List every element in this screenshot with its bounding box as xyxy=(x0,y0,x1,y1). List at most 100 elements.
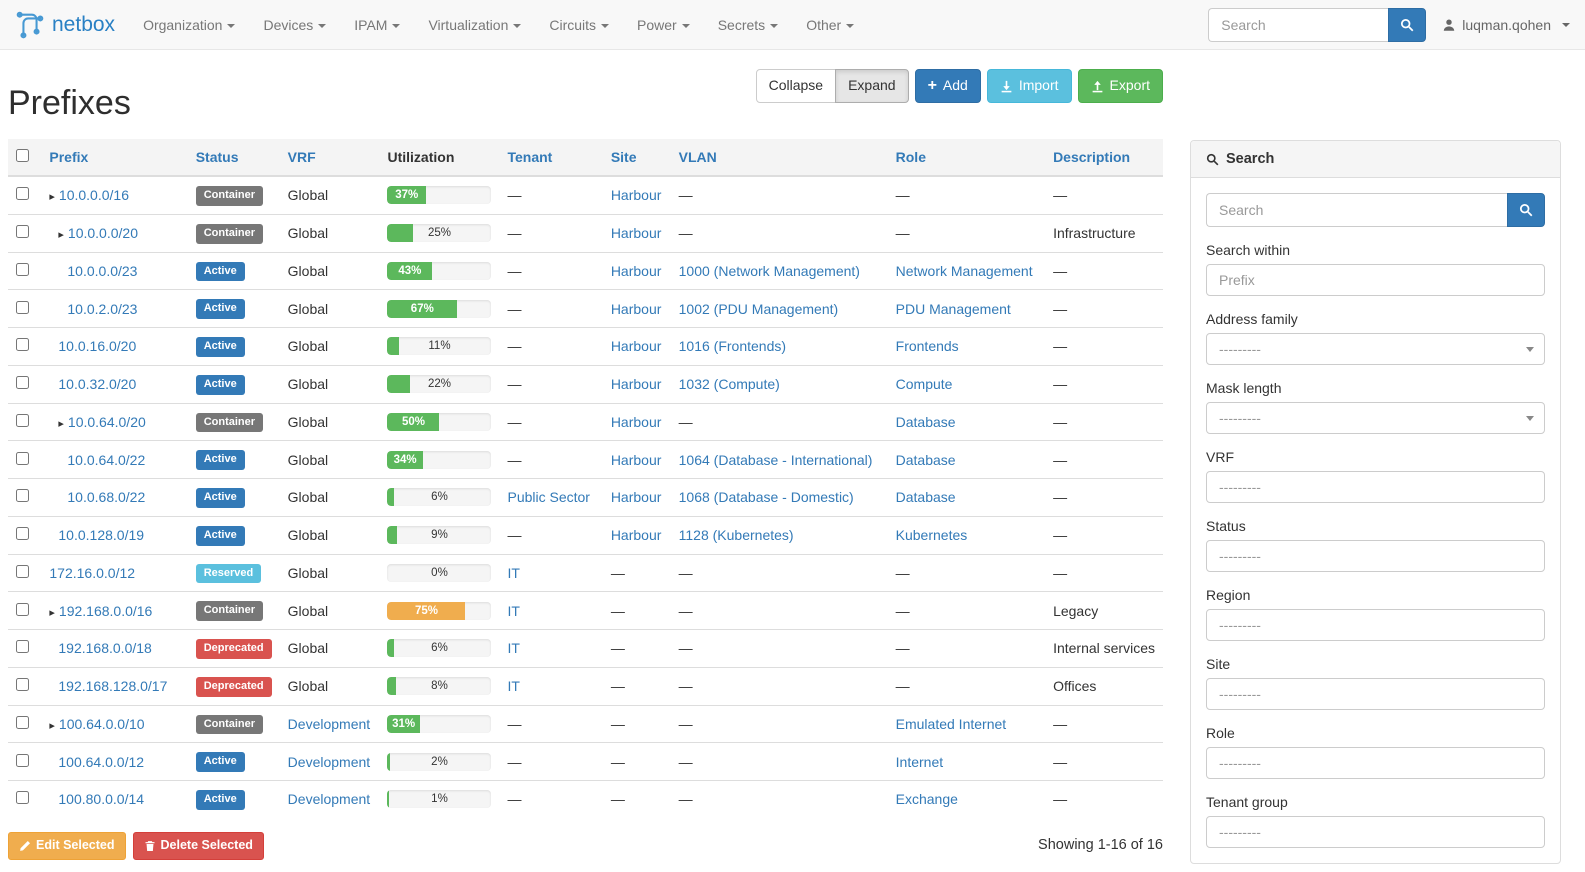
expand-caret-icon[interactable]: ▸ xyxy=(49,606,55,619)
prefix-link[interactable]: 10.0.0.0/23 xyxy=(67,262,138,279)
nav-item-circuits[interactable]: Circuits xyxy=(535,2,623,48)
nav-item-ipam[interactable]: IPAM xyxy=(340,2,414,48)
filter-vrf-select[interactable]: --------- xyxy=(1206,471,1545,503)
prefix-link[interactable]: 100.80.0.0/14 xyxy=(58,791,145,808)
filter-region-select[interactable]: --------- xyxy=(1206,609,1545,641)
netbox-brand[interactable]: netbox xyxy=(15,10,115,40)
edit-selected-button[interactable]: Edit Selected xyxy=(8,831,126,860)
filter-mask-length-select[interactable]: --------- xyxy=(1206,402,1545,434)
filter-tenant-group-select[interactable]: --------- xyxy=(1206,816,1545,848)
prefix-link[interactable]: 10.0.64.0/20 xyxy=(67,413,146,430)
prefix-link[interactable]: 10.0.128.0/19 xyxy=(58,527,145,544)
expand-caret-icon[interactable]: ▸ xyxy=(49,191,55,204)
select-all-checkbox[interactable] xyxy=(16,149,29,162)
nav-item-other[interactable]: Other xyxy=(792,2,868,48)
row-checkbox[interactable] xyxy=(16,338,29,352)
site-link[interactable]: Harbour xyxy=(610,225,662,242)
prefix-link[interactable]: 10.0.68.0/22 xyxy=(67,489,146,506)
column-header-site[interactable]: Site xyxy=(602,139,671,177)
navbar-search-input[interactable] xyxy=(1208,7,1389,42)
nav-item-devices[interactable]: Devices xyxy=(249,2,340,48)
site-link[interactable]: Harbour xyxy=(610,451,662,468)
prefix-link[interactable]: 10.0.32.0/20 xyxy=(58,376,137,393)
column-header-tenant[interactable]: Tenant xyxy=(499,139,603,177)
navbar-search-button[interactable] xyxy=(1388,7,1427,42)
role-link[interactable]: PDU Management xyxy=(895,300,1011,317)
row-checkbox[interactable] xyxy=(16,376,29,390)
expand-caret-icon[interactable]: ▸ xyxy=(58,229,64,242)
site-link[interactable]: Harbour xyxy=(610,376,662,393)
role-link[interactable]: Database xyxy=(895,413,956,430)
filter-site-select[interactable]: --------- xyxy=(1206,678,1545,710)
prefix-link[interactable]: 10.0.16.0/20 xyxy=(58,338,137,355)
column-header-vrf[interactable]: VRF xyxy=(279,139,380,177)
row-checkbox[interactable] xyxy=(16,527,29,541)
row-checkbox[interactable] xyxy=(16,451,29,465)
vlan-link[interactable]: 1064 (Database - International) xyxy=(678,451,873,468)
prefix-link[interactable]: 192.168.0.0/18 xyxy=(58,640,152,657)
column-header-vlan[interactable]: VLAN xyxy=(670,139,888,177)
nav-item-secrets[interactable]: Secrets xyxy=(704,2,792,48)
row-checkbox[interactable] xyxy=(16,678,29,692)
filter-status-select[interactable]: --------- xyxy=(1206,540,1545,572)
filter-search-input[interactable] xyxy=(1206,193,1507,227)
prefix-link[interactable]: 10.0.64.0/22 xyxy=(67,451,146,468)
role-link[interactable]: Emulated Internet xyxy=(895,715,1007,732)
site-link[interactable]: Harbour xyxy=(610,489,662,506)
prefix-link[interactable]: 172.16.0.0/12 xyxy=(49,564,136,581)
row-checkbox[interactable] xyxy=(16,715,29,729)
vrf-link[interactable]: Development xyxy=(287,791,371,808)
site-link[interactable]: Harbour xyxy=(610,262,662,279)
vlan-link[interactable]: 1002 (PDU Management) xyxy=(678,300,839,317)
prefix-link[interactable]: 10.0.0.0/20 xyxy=(67,225,138,242)
tenant-link[interactable]: IT xyxy=(507,640,520,657)
row-checkbox[interactable] xyxy=(16,225,29,239)
row-checkbox[interactable] xyxy=(16,262,29,276)
role-link[interactable]: Internet xyxy=(895,753,944,770)
expand-caret-icon[interactable]: ▸ xyxy=(49,719,55,732)
tenant-link[interactable]: IT xyxy=(507,678,520,695)
expand-caret-icon[interactable]: ▸ xyxy=(58,417,64,430)
vrf-link[interactable]: Development xyxy=(287,753,371,770)
row-checkbox[interactable] xyxy=(16,187,29,201)
column-header-prefix[interactable]: Prefix xyxy=(41,139,188,177)
row-checkbox[interactable] xyxy=(16,791,29,805)
nav-item-virtualization[interactable]: Virtualization xyxy=(414,2,535,48)
row-checkbox[interactable] xyxy=(16,413,29,427)
tenant-link[interactable]: IT xyxy=(507,564,520,581)
filter-role-select[interactable]: --------- xyxy=(1206,747,1545,779)
role-link[interactable]: Exchange xyxy=(895,791,958,808)
site-link[interactable]: Harbour xyxy=(610,300,662,317)
prefix-link[interactable]: 10.0.0.0/16 xyxy=(58,187,129,204)
tenant-link[interactable]: Public Sector xyxy=(507,489,590,506)
row-checkbox[interactable] xyxy=(16,640,29,654)
nav-item-power[interactable]: Power xyxy=(623,2,704,48)
column-header-role[interactable]: Role xyxy=(887,139,1046,177)
import-button[interactable]: Import xyxy=(986,69,1072,103)
role-link[interactable]: Compute xyxy=(895,376,953,393)
prefix-link[interactable]: 192.168.128.0/17 xyxy=(58,678,168,695)
tenant-link[interactable]: IT xyxy=(507,602,520,619)
row-checkbox[interactable] xyxy=(16,753,29,767)
prefix-link[interactable]: 100.64.0.0/10 xyxy=(58,715,145,732)
site-link[interactable]: Harbour xyxy=(610,527,662,544)
collapse-button[interactable]: Collapse xyxy=(755,69,837,103)
nav-item-organization[interactable]: Organization xyxy=(129,2,249,48)
row-checkbox[interactable] xyxy=(16,564,29,578)
role-link[interactable]: Frontends xyxy=(895,338,959,355)
column-header-status[interactable]: Status xyxy=(187,139,280,177)
prefix-link[interactable]: 192.168.0.0/16 xyxy=(58,602,153,619)
vrf-link[interactable]: Development xyxy=(287,715,371,732)
row-checkbox[interactable] xyxy=(16,300,29,314)
filter-search-button[interactable] xyxy=(1507,193,1545,227)
role-link[interactable]: Kubernetes xyxy=(895,527,968,544)
prefix-link[interactable]: 100.64.0.0/12 xyxy=(58,753,145,770)
vlan-link[interactable]: 1016 (Frontends) xyxy=(678,338,787,355)
site-link[interactable]: Harbour xyxy=(610,338,662,355)
site-link[interactable]: Harbour xyxy=(610,187,662,204)
vlan-link[interactable]: 1128 (Kubernetes) xyxy=(678,527,794,544)
filter-address-family-select[interactable]: --------- xyxy=(1206,333,1545,365)
export-button[interactable]: Export xyxy=(1077,69,1163,103)
site-link[interactable]: Harbour xyxy=(610,413,662,430)
vlan-link[interactable]: 1068 (Database - Domestic) xyxy=(678,489,854,506)
